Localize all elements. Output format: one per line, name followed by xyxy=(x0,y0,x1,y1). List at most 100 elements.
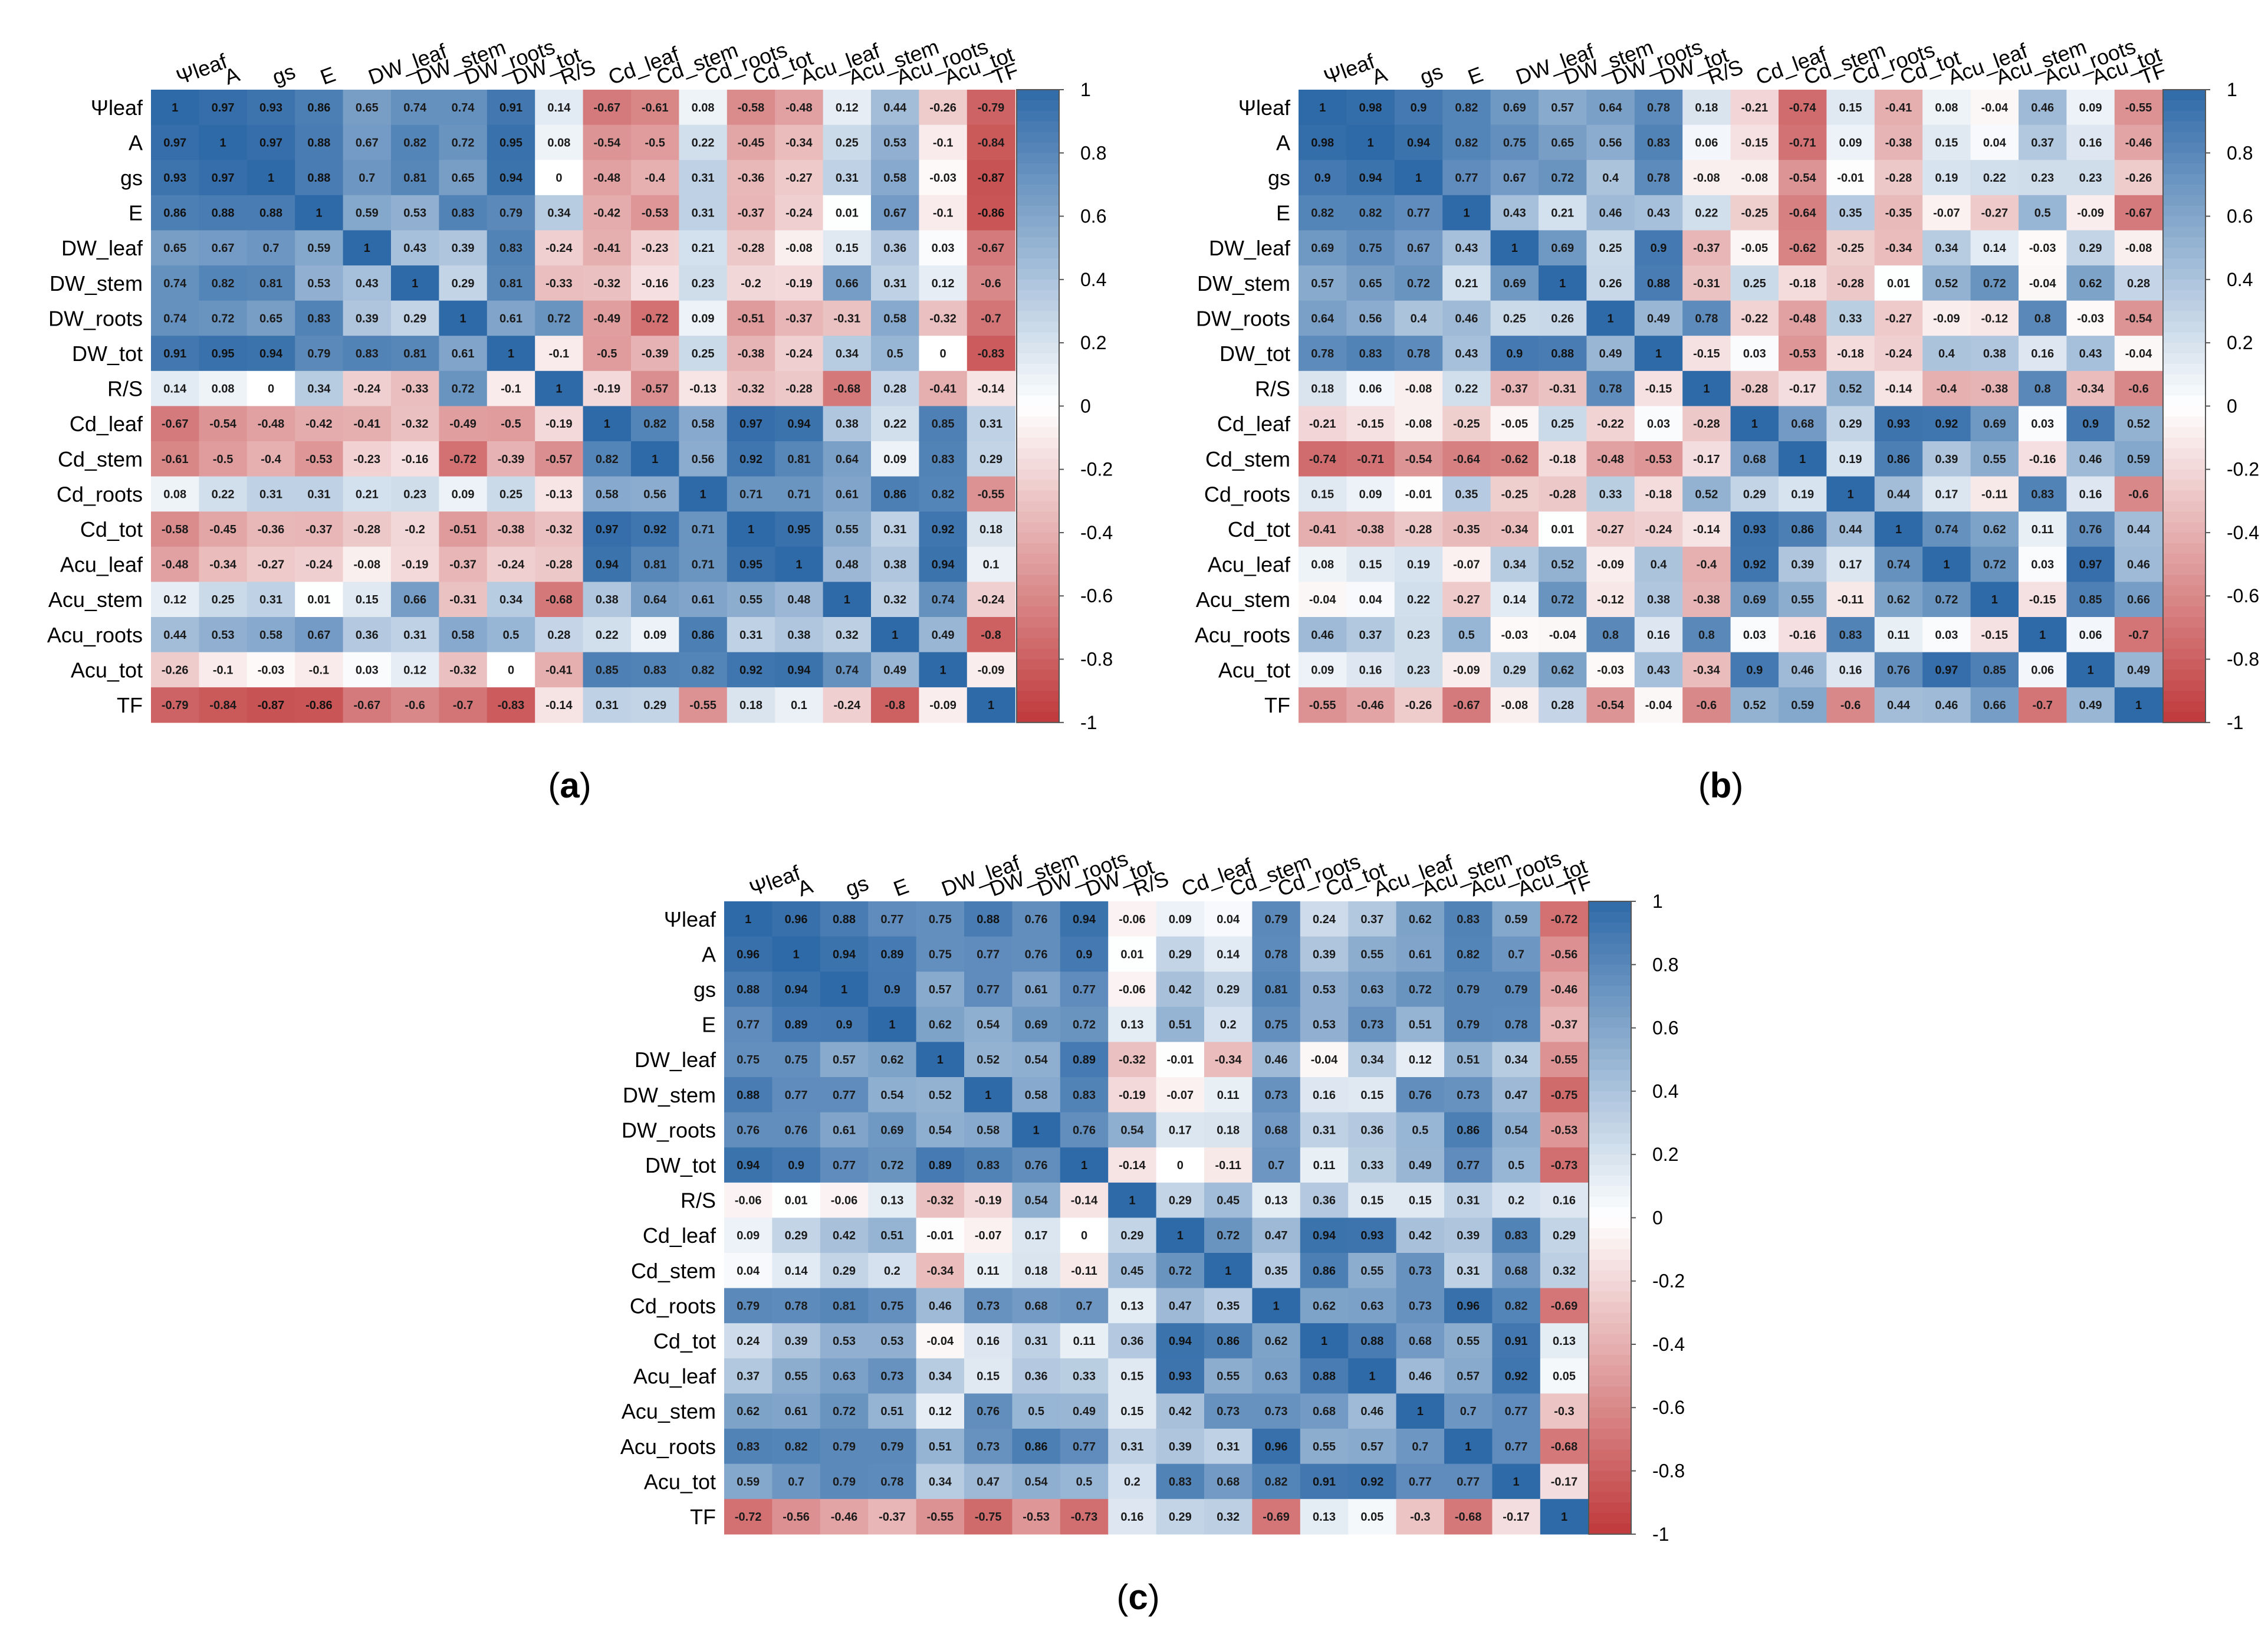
cell-value-label: -0.11 xyxy=(1981,488,2007,501)
heatmap-cell xyxy=(1442,441,1491,477)
cell-value-label: 0.62 xyxy=(1887,593,1910,606)
cell-value-label: 0.18 xyxy=(1695,101,1718,114)
colorbar-segment xyxy=(1589,1239,1631,1250)
heatmap-cell xyxy=(1348,1112,1397,1148)
heatmap-cell xyxy=(1300,1323,1349,1359)
heatmap-cell xyxy=(967,617,1015,653)
heatmap-cell xyxy=(967,230,1015,266)
cell-value-label: 0.18 xyxy=(1025,1265,1048,1278)
colorbar-segment xyxy=(1589,1365,1631,1377)
colorbar-segment xyxy=(1589,975,1631,986)
heatmap-cell xyxy=(772,1288,821,1324)
row-label: gs xyxy=(1268,166,1290,190)
colorbar-segment xyxy=(1017,511,1059,523)
heatmap-cell xyxy=(919,300,968,336)
cell-value-label: -0.39 xyxy=(642,347,669,360)
heatmap-cell xyxy=(679,617,728,653)
heatmap-cell xyxy=(1874,476,1923,512)
heatmap-cell xyxy=(727,441,775,477)
cell-value-label: -0.37 xyxy=(879,1511,906,1524)
colorbar-segment xyxy=(1589,1502,1631,1514)
heatmap-cell xyxy=(1490,195,1539,231)
cell-value-label: 0.61 xyxy=(833,1124,856,1137)
cell-value-label: 0.29 xyxy=(979,453,1002,466)
heatmap-cell xyxy=(1490,265,1539,301)
cell-value-label: -0.16 xyxy=(642,277,669,290)
heatmap-cell xyxy=(439,336,488,372)
heatmap-cell xyxy=(1586,406,1635,442)
cell-value-label: 0.94 xyxy=(1073,913,1096,926)
cell-value-label: 0.14 xyxy=(1217,948,1240,961)
heatmap-cell xyxy=(1204,1042,1253,1078)
cell-value-label: -0.24 xyxy=(498,559,525,572)
heatmap-cell xyxy=(1490,441,1539,477)
cell-value-label: 0.72 xyxy=(1073,1019,1096,1032)
heatmap-cell xyxy=(2066,160,2115,196)
heatmap-cell xyxy=(439,90,488,126)
heatmap-cell xyxy=(1444,1217,1493,1253)
cell-value-label: -0.53 xyxy=(305,453,333,466)
heatmap-cell xyxy=(199,617,248,653)
cell-value-label: 0.33 xyxy=(1599,488,1622,501)
cell-value-label: -0.79 xyxy=(978,101,1005,114)
heatmap-cell xyxy=(727,160,775,196)
heatmap-cell xyxy=(1346,476,1395,512)
heatmap-cell xyxy=(2019,336,2067,372)
heatmap-cell xyxy=(246,195,295,231)
cell-value-label: -0.12 xyxy=(1981,312,2009,325)
cell-value-label: 0.46 xyxy=(1791,664,1814,677)
heatmap-cell xyxy=(1204,1323,1253,1359)
heatmap-cell xyxy=(1826,476,1875,512)
cell-value-label: 0.22 xyxy=(883,418,906,431)
heatmap-cell xyxy=(919,406,968,442)
heatmap-cell xyxy=(1300,1217,1349,1253)
cell-value-label: 0.31 xyxy=(1217,1440,1240,1453)
colorbar-segment xyxy=(1589,1154,1631,1166)
cell-value-label: 0.95 xyxy=(739,559,762,572)
cell-value-label: 0.92 xyxy=(643,523,666,536)
cell-value-label: 0.86 xyxy=(1313,1265,1336,1278)
cell-value-label: -0.26 xyxy=(929,101,956,114)
cell-value-label: 0.48 xyxy=(836,559,859,572)
heatmap-cell xyxy=(820,1463,869,1499)
heatmap-cell xyxy=(1779,687,1827,723)
cell-value-label: 0.82 xyxy=(596,453,619,466)
heatmap-cell xyxy=(1252,1182,1301,1218)
heatmap-cell xyxy=(1826,546,1875,582)
heatmap-cell xyxy=(1492,1077,1541,1113)
colorbar-segment xyxy=(2163,163,2205,175)
cell-value-label: -0.48 xyxy=(1597,453,1624,466)
cell-value-label: 0.4 xyxy=(1651,559,1668,572)
cell-value-label: 1 xyxy=(889,1019,895,1032)
cell-value-label: 0.31 xyxy=(307,488,330,501)
heatmap-cell xyxy=(1060,1429,1109,1465)
heatmap-cell xyxy=(1108,1358,1157,1394)
colorbar-segment xyxy=(2163,480,2205,491)
row-label: Acu_tot xyxy=(644,1469,716,1494)
cell-value-label: -0.49 xyxy=(449,418,476,431)
cell-value-label: 0.79 xyxy=(307,347,330,360)
cell-value-label: -0.1 xyxy=(549,347,569,360)
heatmap-cell xyxy=(871,652,919,688)
heatmap-cell xyxy=(1826,230,1875,266)
cell-value-label: 0.13 xyxy=(1313,1511,1336,1524)
cell-value-label: 0.31 xyxy=(259,593,282,606)
heatmap-cell xyxy=(1490,582,1539,618)
cell-value-label: 0.92 xyxy=(739,453,762,466)
cell-value-label: -0.6 xyxy=(1840,699,1861,712)
cell-value-label: 0.29 xyxy=(2079,242,2102,255)
heatmap-cell xyxy=(964,1499,1013,1535)
heatmap-cell xyxy=(246,90,295,126)
heatmap-cell xyxy=(2019,370,2067,406)
cell-value-label: -0.04 xyxy=(2125,347,2152,360)
colorbar-segment xyxy=(1589,933,1631,944)
heatmap-cell xyxy=(1634,300,1683,336)
heatmap-cell xyxy=(871,546,919,582)
cell-value-label: 0.24 xyxy=(1313,913,1336,926)
colorbar-segment xyxy=(2163,258,2205,270)
heatmap-cell xyxy=(916,1429,965,1465)
heatmap-cell xyxy=(1204,1112,1253,1148)
heatmap-cell xyxy=(1300,1112,1349,1148)
heatmap-cell xyxy=(2066,511,2115,547)
heatmap-cell xyxy=(1682,511,1731,547)
